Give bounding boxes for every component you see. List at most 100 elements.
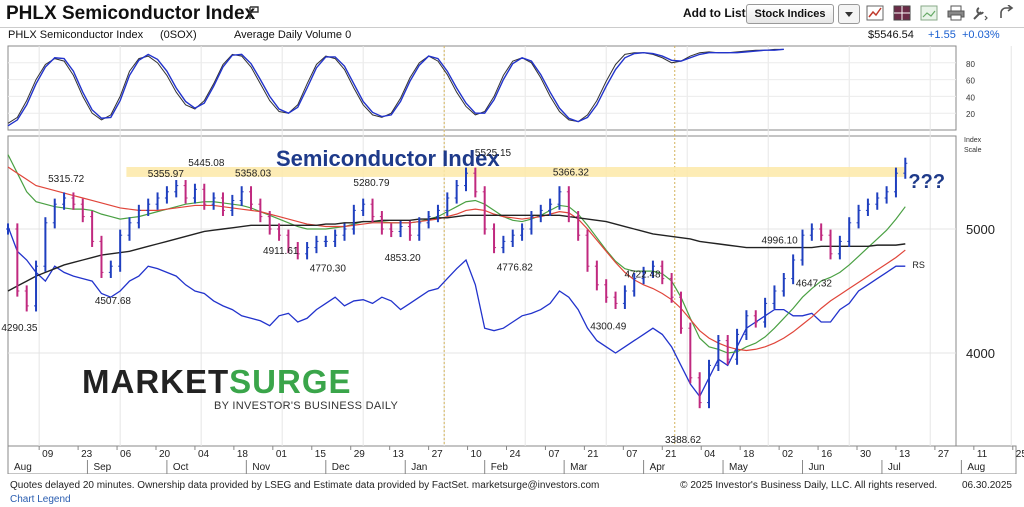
price-label: 5366.32	[553, 168, 590, 179]
price-label: 3388.62	[665, 435, 702, 446]
day-tick-label: 07	[626, 449, 638, 460]
stochastic-tick-label: 40	[966, 93, 975, 102]
footer-copyright-text: © 2025 Investor's Business Daily, LLC. A…	[680, 480, 938, 491]
day-tick-label: 27	[938, 449, 950, 460]
chart-title: Semiconductor Index	[276, 146, 500, 171]
price-label: 4290.35	[1, 323, 38, 334]
scale-label-line2: Scale	[964, 147, 982, 154]
day-tick-label: 11	[977, 449, 988, 460]
day-tick-label: 29	[354, 449, 366, 460]
last-price: $5546.54	[868, 29, 914, 41]
month-tick-label: Dec	[332, 462, 350, 473]
day-tick-label: 24	[510, 449, 522, 460]
price-label: 5525.15	[475, 148, 512, 159]
day-tick-label: 18	[743, 449, 755, 460]
month-tick-label: Sep	[93, 462, 111, 473]
price-label: 5315.72	[48, 174, 85, 185]
chart-annotation: ???	[908, 171, 945, 193]
price-label: 4853.20	[385, 253, 422, 264]
flag-icon[interactable]	[248, 6, 260, 20]
symbol-info-bar: PHLX Semiconductor Index (0SOX) Average …	[0, 28, 1024, 42]
price-change: +1.55	[928, 29, 956, 41]
month-tick-label: Nov	[252, 462, 270, 473]
price-label: 4996.10	[762, 235, 799, 246]
stochastic-slow-line	[7, 48, 784, 124]
volume-label: Average Daily Volume 0	[234, 29, 352, 41]
day-tick-label: 10	[471, 449, 483, 460]
symbol-code: (0SOX)	[160, 29, 197, 41]
month-tick-label: Aug	[967, 462, 985, 473]
footer-copyright: © 2025 Investor's Business Daily, LLC. A…	[680, 480, 1012, 491]
ma-200-line	[7, 214, 906, 292]
list-dropdown-button[interactable]	[838, 4, 860, 24]
day-tick-label: 09	[42, 449, 54, 460]
day-tick-label: 07	[548, 449, 560, 460]
price-label: 4911.61	[263, 246, 299, 257]
ma-21-line	[7, 154, 906, 354]
day-tick-label: 06	[120, 449, 132, 460]
day-tick-label: 23	[81, 449, 93, 460]
day-tick-label: 16	[821, 449, 833, 460]
scale-label-line1: Index	[964, 137, 982, 144]
stochastic-tick-label: 60	[966, 77, 975, 86]
day-tick-label: 13	[899, 449, 911, 460]
month-tick-label: Jan	[411, 462, 427, 473]
month-tick-label: Aug	[14, 462, 32, 473]
share-icon[interactable]	[998, 5, 1016, 21]
logo-tagline: BY INVESTOR'S BUSINESS DAILY	[214, 400, 399, 412]
day-tick-label: 27	[432, 449, 444, 460]
day-tick-label: 02	[782, 449, 794, 460]
price-tick-label: 5000	[966, 222, 995, 237]
month-tick-label: Feb	[491, 462, 509, 473]
day-tick-label: 13	[393, 449, 405, 460]
stochastic-fast-line	[7, 48, 784, 127]
day-tick-label: 18	[237, 449, 249, 460]
month-tick-label: Jun	[808, 462, 824, 473]
print-icon[interactable]	[947, 5, 965, 21]
chart-area[interactable]: 20 40 60 80 4000 5000 Index Scale Semiconductor …	[0, 42, 1024, 474]
price-label: 5445.08	[188, 158, 225, 169]
list-select[interactable]: Stock Indices	[746, 4, 834, 24]
marketsurge-logo: MARKETSURGE BY INVESTOR'S BUSINESS DAILY	[82, 364, 402, 424]
page-title: PHLX Semiconductor Index	[6, 3, 256, 24]
day-tick-label: 04	[704, 449, 716, 460]
rs-label: RS	[912, 260, 925, 270]
logo-market-text: MARKET	[82, 363, 230, 400]
month-tick-label: Oct	[173, 462, 189, 473]
day-tick-label: 04	[198, 449, 210, 460]
image-icon[interactable]	[920, 5, 938, 21]
stochastic-tick-label: 80	[966, 60, 975, 69]
month-tick-label: May	[729, 462, 748, 473]
price-label: 4770.30	[310, 263, 347, 274]
price-tick-label: 4000	[966, 346, 995, 361]
price-change-pct: +0.03%	[962, 29, 1000, 41]
price-label: 5355.97	[148, 169, 185, 180]
month-tick-label: Mar	[570, 462, 588, 473]
add-to-list-label: Add to List:	[683, 6, 750, 20]
stochastic-tick-label: 20	[966, 110, 975, 119]
resistance-highlight-band	[126, 167, 906, 177]
month-tick-label: Apr	[650, 462, 666, 473]
layout-icon[interactable]	[893, 5, 911, 21]
footer-disclaimer: Quotes delayed 20 minutes. Ownership dat…	[10, 480, 600, 491]
price-label: 4722.48	[624, 269, 661, 280]
price-label: 4776.82	[497, 263, 534, 274]
chart-icon[interactable]	[866, 5, 884, 21]
day-tick-label: 25	[1016, 449, 1024, 460]
ma-50-line	[7, 166, 906, 352]
day-tick-label: 20	[159, 449, 171, 460]
price-label: 5358.03	[235, 169, 272, 180]
day-tick-label: 01	[276, 449, 288, 460]
day-tick-label: 21	[587, 449, 599, 460]
logo-surge-text: SURGE	[229, 363, 352, 400]
day-tick-label: 21	[665, 449, 677, 460]
stochastic-panel-frame	[7, 45, 957, 131]
price-label: 4647.32	[796, 279, 833, 290]
footer-date: 06.30.2025	[961, 480, 1012, 491]
chart-legend-link[interactable]: Chart Legend	[10, 494, 71, 505]
price-label: 5280.79	[353, 178, 390, 189]
tools-icon[interactable]	[971, 5, 989, 21]
top-toolbar: PHLX Semiconductor Index Add to List: St…	[0, 0, 1024, 28]
day-tick-label: 30	[860, 449, 872, 460]
symbol-label: PHLX Semiconductor Index	[8, 29, 144, 41]
